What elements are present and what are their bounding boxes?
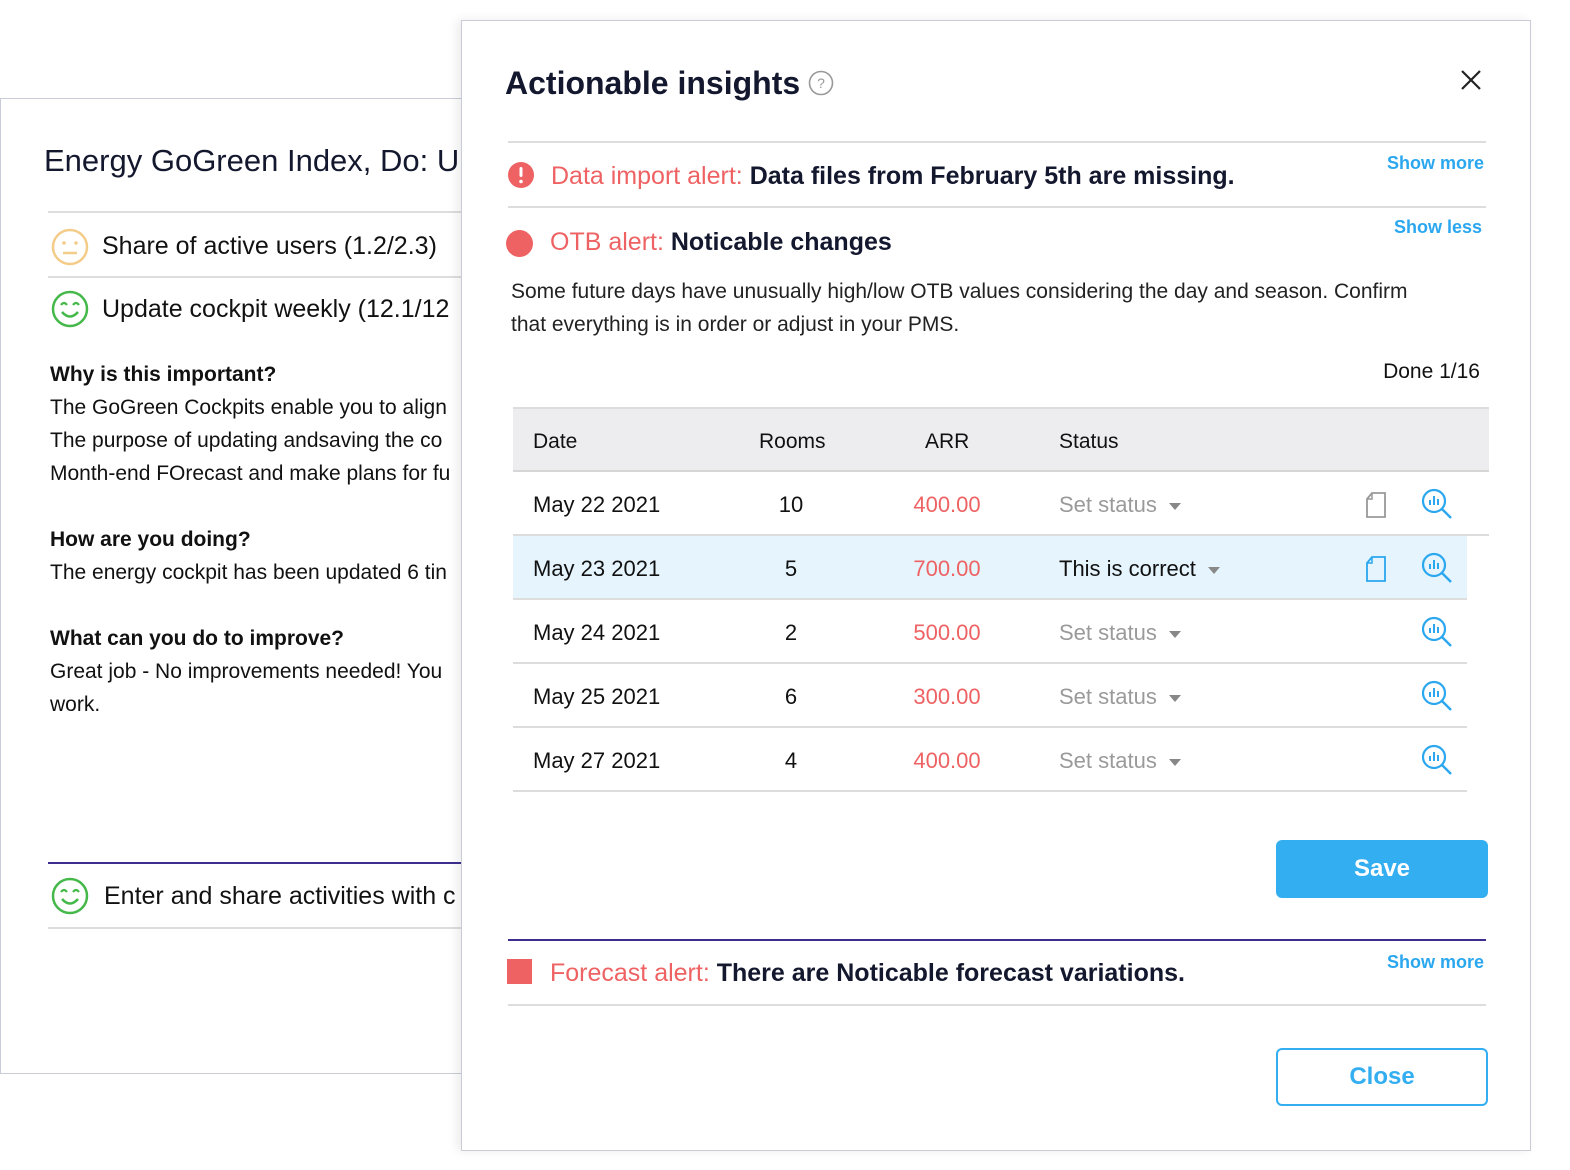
otb-description: that everything is in order or adjust in… bbox=[511, 313, 960, 336]
cell-arr: 700.00 bbox=[913, 556, 981, 581]
analytics-search-icon[interactable] bbox=[1421, 744, 1453, 782]
close-button[interactable]: Close bbox=[1276, 1048, 1488, 1106]
column-header-rooms: Rooms bbox=[759, 430, 826, 453]
neutral-face-icon bbox=[51, 228, 89, 266]
status-dropdown[interactable]: Set status bbox=[1059, 684, 1181, 710]
section-text: The energy cockpit has been updated 6 ti… bbox=[50, 561, 447, 584]
status-value: Set status bbox=[1059, 748, 1157, 773]
chevron-down-icon bbox=[1168, 694, 1181, 702]
section-text: Great job - No improvements needed! You bbox=[50, 660, 443, 683]
status-value: Set status bbox=[1059, 684, 1157, 709]
status-dropdown[interactable]: Set status bbox=[1059, 620, 1181, 646]
dialog-title: Actionable insights bbox=[505, 65, 801, 101]
smiley-face-icon bbox=[51, 290, 89, 328]
section-text: The GoGreen Cockpits enable you to align bbox=[50, 396, 447, 419]
analytics-search-icon[interactable] bbox=[1421, 488, 1453, 526]
progress-counter: Done 1/16 bbox=[1383, 360, 1480, 383]
status-dropdown[interactable]: This is correct bbox=[1059, 556, 1220, 582]
section-heading: Why is this important? bbox=[50, 363, 277, 386]
otb-alert: OTB alert: Noticable changes bbox=[550, 228, 892, 256]
table-row: May 23 2021 5 700.00 This is correct bbox=[513, 536, 1467, 600]
help-icon[interactable]: ? bbox=[808, 70, 834, 96]
forecast-alert: Forecast alert: There are Noticable fore… bbox=[550, 959, 1185, 987]
status-value: Set status bbox=[1059, 492, 1157, 517]
section-heading: How are you doing? bbox=[50, 528, 251, 551]
data-import-alert: Data import alert: Data files from Febru… bbox=[551, 162, 1235, 190]
cell-arr: 500.00 bbox=[913, 620, 981, 645]
status-dropdown[interactable]: Set status bbox=[1059, 748, 1181, 774]
analytics-search-icon[interactable] bbox=[1421, 680, 1453, 718]
table-row: May 24 2021 2 500.00 Set status bbox=[513, 600, 1467, 664]
table-row: May 27 2021 4 400.00 Set status bbox=[513, 728, 1467, 792]
otb-alert-dot-icon bbox=[506, 230, 533, 257]
section-text: Month-end FOrecast and make plans for fu bbox=[50, 462, 451, 485]
cell-rooms: 2 bbox=[784, 620, 798, 645]
chevron-down-icon bbox=[1168, 758, 1181, 766]
document-icon[interactable] bbox=[1366, 492, 1386, 524]
exclamation-icon bbox=[508, 162, 534, 188]
actionable-insights-dialog: Actionable insights ? Data import alert:… bbox=[461, 20, 1531, 1151]
kpi-label: Share of active users (1.2/2.3) bbox=[102, 232, 437, 260]
table-row: May 22 2021 10 400.00 Set status bbox=[513, 472, 1489, 536]
cell-rooms: 4 bbox=[784, 748, 798, 773]
analytics-search-icon[interactable] bbox=[1421, 616, 1453, 654]
chevron-down-icon bbox=[1168, 630, 1181, 638]
table-row: May 25 2021 6 300.00 Set status bbox=[513, 664, 1467, 728]
cell-date: May 25 2021 bbox=[533, 684, 661, 709]
column-header-status: Status bbox=[1059, 430, 1119, 453]
cell-rooms: 10 bbox=[778, 492, 804, 517]
cell-date: May 24 2021 bbox=[533, 620, 661, 645]
status-value: This is correct bbox=[1059, 556, 1196, 581]
column-header-date: Date bbox=[533, 430, 578, 453]
panel-title: Energy GoGreen Index, Do: U bbox=[44, 143, 460, 178]
cell-arr: 400.00 bbox=[913, 748, 981, 773]
document-icon[interactable] bbox=[1366, 556, 1386, 588]
column-header-arr: ARR bbox=[925, 430, 970, 453]
analytics-search-icon[interactable] bbox=[1421, 552, 1453, 590]
table-header: Date Rooms ARR Status bbox=[513, 407, 1489, 472]
section-text: The purpose of updating andsaving the co bbox=[50, 429, 443, 452]
show-less-link[interactable]: Show less bbox=[1393, 217, 1482, 237]
cell-date: May 22 2021 bbox=[533, 492, 661, 517]
kpi-label: Update cockpit weekly (12.1/12 bbox=[102, 295, 450, 323]
background-panel: Energy GoGreen Index, Do: U Share of act… bbox=[0, 98, 470, 1074]
otb-description: Some future days have unusually high/low… bbox=[511, 280, 1408, 303]
show-more-link[interactable]: Show more bbox=[1386, 153, 1484, 173]
save-button[interactable]: Save bbox=[1276, 840, 1488, 898]
cell-arr: 400.00 bbox=[913, 492, 981, 517]
forecast-alert-square-icon bbox=[507, 959, 532, 984]
chevron-down-icon bbox=[1168, 502, 1181, 510]
close-icon[interactable] bbox=[1460, 69, 1482, 91]
cell-arr: 300.00 bbox=[913, 684, 981, 709]
smiley-face-icon bbox=[51, 877, 89, 915]
section-heading: What can you do to improve? bbox=[50, 627, 345, 650]
svg-text:?: ? bbox=[817, 75, 825, 91]
status-dropdown[interactable]: Set status bbox=[1059, 492, 1181, 518]
cell-date: May 23 2021 bbox=[533, 556, 661, 581]
cell-rooms: 6 bbox=[784, 684, 798, 709]
chevron-down-icon bbox=[1207, 566, 1220, 574]
show-more-link[interactable]: Show more bbox=[1386, 952, 1484, 972]
activity-label: Enter and share activities with c bbox=[104, 882, 456, 910]
cell-date: May 27 2021 bbox=[533, 748, 661, 773]
status-value: Set status bbox=[1059, 620, 1157, 645]
cell-rooms: 5 bbox=[784, 556, 798, 581]
section-text: work. bbox=[50, 693, 101, 716]
